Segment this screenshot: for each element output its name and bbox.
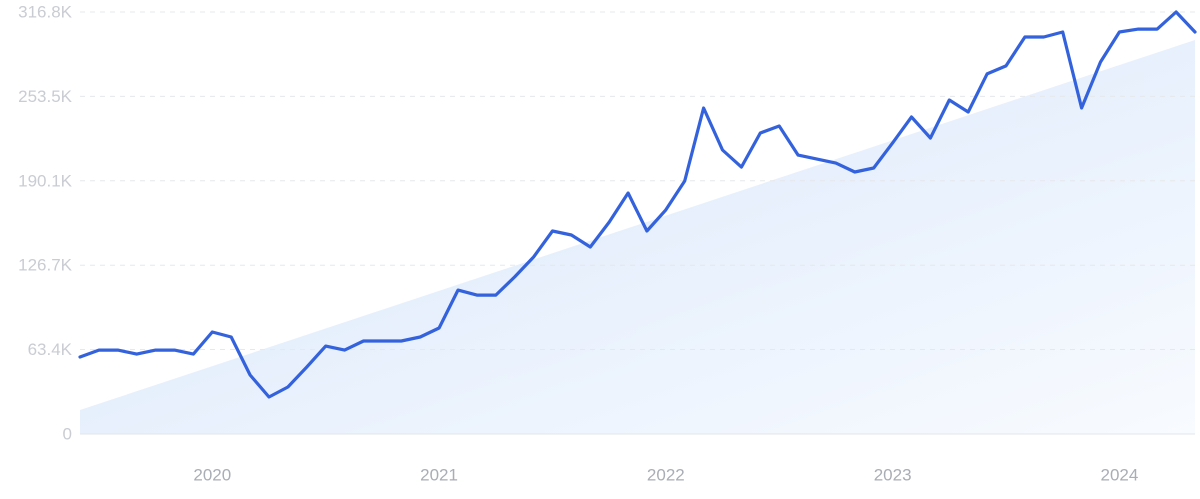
y-tick-label: 316.8K bbox=[18, 2, 73, 21]
x-tick-label: 2023 bbox=[874, 465, 912, 484]
x-tick-label: 2024 bbox=[1100, 465, 1138, 484]
x-tick-label: 2021 bbox=[420, 465, 458, 484]
y-tick-label: 0 bbox=[63, 424, 72, 443]
x-tick-label: 2022 bbox=[647, 465, 685, 484]
y-tick-label: 190.1K bbox=[18, 171, 73, 190]
y-tick-label: 253.5K bbox=[18, 87, 73, 106]
trend-area bbox=[80, 39, 1195, 435]
x-tick-label: 2020 bbox=[193, 465, 231, 484]
y-tick-label: 63.4K bbox=[28, 340, 73, 359]
y-tick-label: 126.7K bbox=[18, 256, 73, 275]
data-line bbox=[78, 10, 1197, 399]
